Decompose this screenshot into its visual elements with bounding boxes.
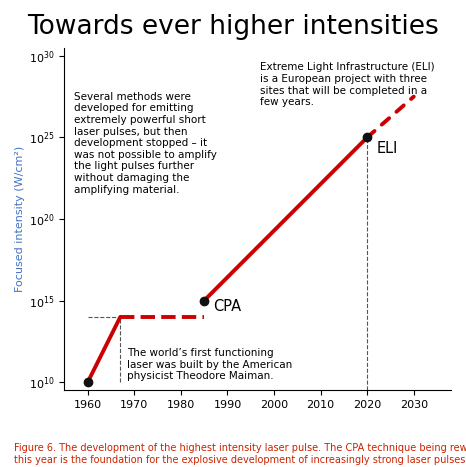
Text: Extreme Light Infrastructure (ELI)
is a European project with three
sites that w: Extreme Light Infrastructure (ELI) is a …	[260, 63, 435, 107]
Text: Several methods were
developed for emitting
extremely powerful short
laser pulse: Several methods were developed for emitt…	[74, 92, 217, 195]
Text: The world’s first functioning
laser was built by the American
physicist Theodore: The world’s first functioning laser was …	[127, 348, 293, 381]
Text: CPA: CPA	[213, 298, 242, 313]
Text: Towards ever higher intensities: Towards ever higher intensities	[27, 14, 439, 40]
Y-axis label: Focused intensity (W/cm²): Focused intensity (W/cm²)	[15, 146, 25, 292]
Text: Figure 6. The development of the highest intensity laser pulse. The CPA techniqu: Figure 6. The development of the highest…	[14, 443, 466, 465]
Text: ELI: ELI	[377, 142, 398, 156]
